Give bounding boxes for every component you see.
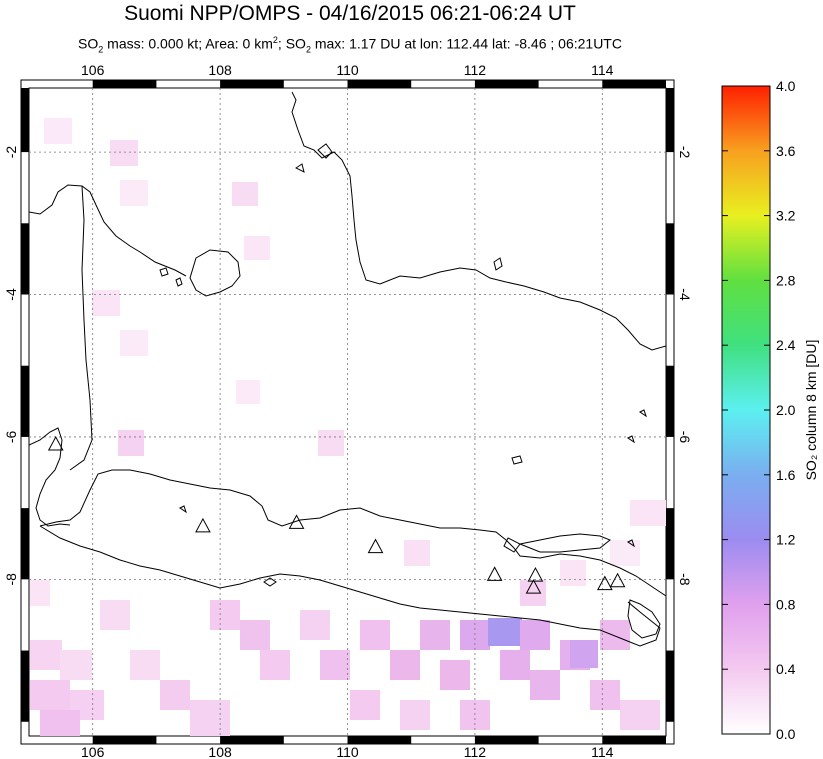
coastlines (29, 91, 666, 647)
so2-pixels (30, 118, 666, 736)
page-title: Suomi NPP/OMPS - 04/16/2015 06:21-06:24 … (124, 2, 576, 25)
frame-segment (474, 736, 539, 744)
volcano-triangle-icon (609, 572, 626, 588)
lon-tick-label-bottom: 114 (591, 744, 614, 759)
colorbar-tick-label: 4.0 (776, 78, 796, 94)
lon-tick-label-bottom: 110 (336, 744, 359, 759)
lon-tick-label-top: 108 (208, 62, 232, 78)
frame-segment (220, 736, 284, 744)
frame-segment (92, 736, 157, 744)
colorbar-tick-label: 3.6 (776, 143, 796, 159)
lon-tick-label-bottom: 106 (81, 744, 105, 759)
frame-segment (21, 650, 29, 722)
colorbar-tick-label: 3.2 (776, 208, 796, 224)
frame-segment (347, 736, 412, 744)
volcano-triangle-icon (367, 538, 384, 554)
colorbar-tick-label: 2.8 (776, 272, 796, 288)
colorbar-ticks: 0.0 0.4 0.8 1.2 1.6 2.0 2.4 2.8 3.2 3.6 4.0 (722, 78, 796, 742)
volcano-triangle-icon (47, 435, 64, 451)
lon-tick-label-bottom: 108 (208, 744, 232, 759)
lon-tick-label-top: 110 (336, 62, 359, 78)
map-frame-border (21, 80, 674, 744)
lat-tick-label-left: -6 (3, 430, 19, 443)
frame-segment (92, 80, 157, 88)
volcano-triangle-icon (525, 579, 542, 594)
map-subtitle: SO2 mass: 0.000 kt; Area: 0 km2; SO2 max… (78, 35, 622, 55)
colorbar-tick-label: 2.0 (776, 402, 796, 418)
lat-tick-label-right: -4 (677, 288, 693, 301)
frame-segment (666, 650, 674, 722)
lat-tick-label-left: -4 (3, 288, 19, 301)
colorbar-tick-label: 0.0 (776, 726, 796, 742)
frame-segment (21, 365, 29, 437)
frame-segment (666, 508, 674, 580)
lon-tick-label-top: 112 (464, 62, 487, 78)
colorbar-label: SO₂ column 8 km [DU] (803, 340, 819, 481)
lat-tick-label-right: -8 (677, 573, 693, 586)
volcano-markers (47, 435, 626, 594)
frame-segment (666, 365, 674, 437)
frame-segment (602, 80, 666, 88)
volcano-triangle-icon (195, 517, 211, 533)
lat-tick-label-right: -6 (677, 431, 693, 444)
lon-tick-label-top: 106 (81, 62, 105, 78)
frame-segment (21, 88, 29, 153)
frame-segment (220, 80, 284, 88)
lon-tick-label-bottom: 112 (464, 744, 487, 759)
frame-segment (666, 223, 674, 295)
lat-tick-label-left: -2 (3, 146, 19, 159)
frame-segment (666, 88, 674, 153)
frame-segment (474, 80, 539, 88)
colorbar-tick-label: 2.4 (776, 337, 796, 353)
colorbar (721, 85, 771, 735)
frame-segment (347, 80, 412, 88)
colorbar-tick-label: 1.2 (776, 532, 796, 548)
frame-segment (21, 508, 29, 580)
volcano-triangle-icon (527, 567, 544, 582)
frame-segment (21, 223, 29, 295)
volcano-triangle-icon (288, 514, 305, 529)
colorbar-tick-label: 0.4 (776, 661, 796, 677)
volcano-triangle-icon (597, 575, 613, 591)
lon-tick-label-top: 114 (591, 62, 614, 78)
lat-tick-label-left: -8 (3, 573, 19, 586)
map-gridlines (29, 88, 666, 736)
axis-tick-labels: 106 106 108 108 110 110 112 112 114 114 -2 -2 -4 -4 -6… (3, 62, 693, 759)
colorbar-tick-label: 1.6 (776, 467, 796, 483)
lat-tick-label-right: -2 (677, 146, 693, 159)
frame-segment (602, 736, 666, 744)
colorbar-tick-label: 0.8 (776, 596, 796, 612)
volcano-triangle-icon (486, 566, 503, 581)
